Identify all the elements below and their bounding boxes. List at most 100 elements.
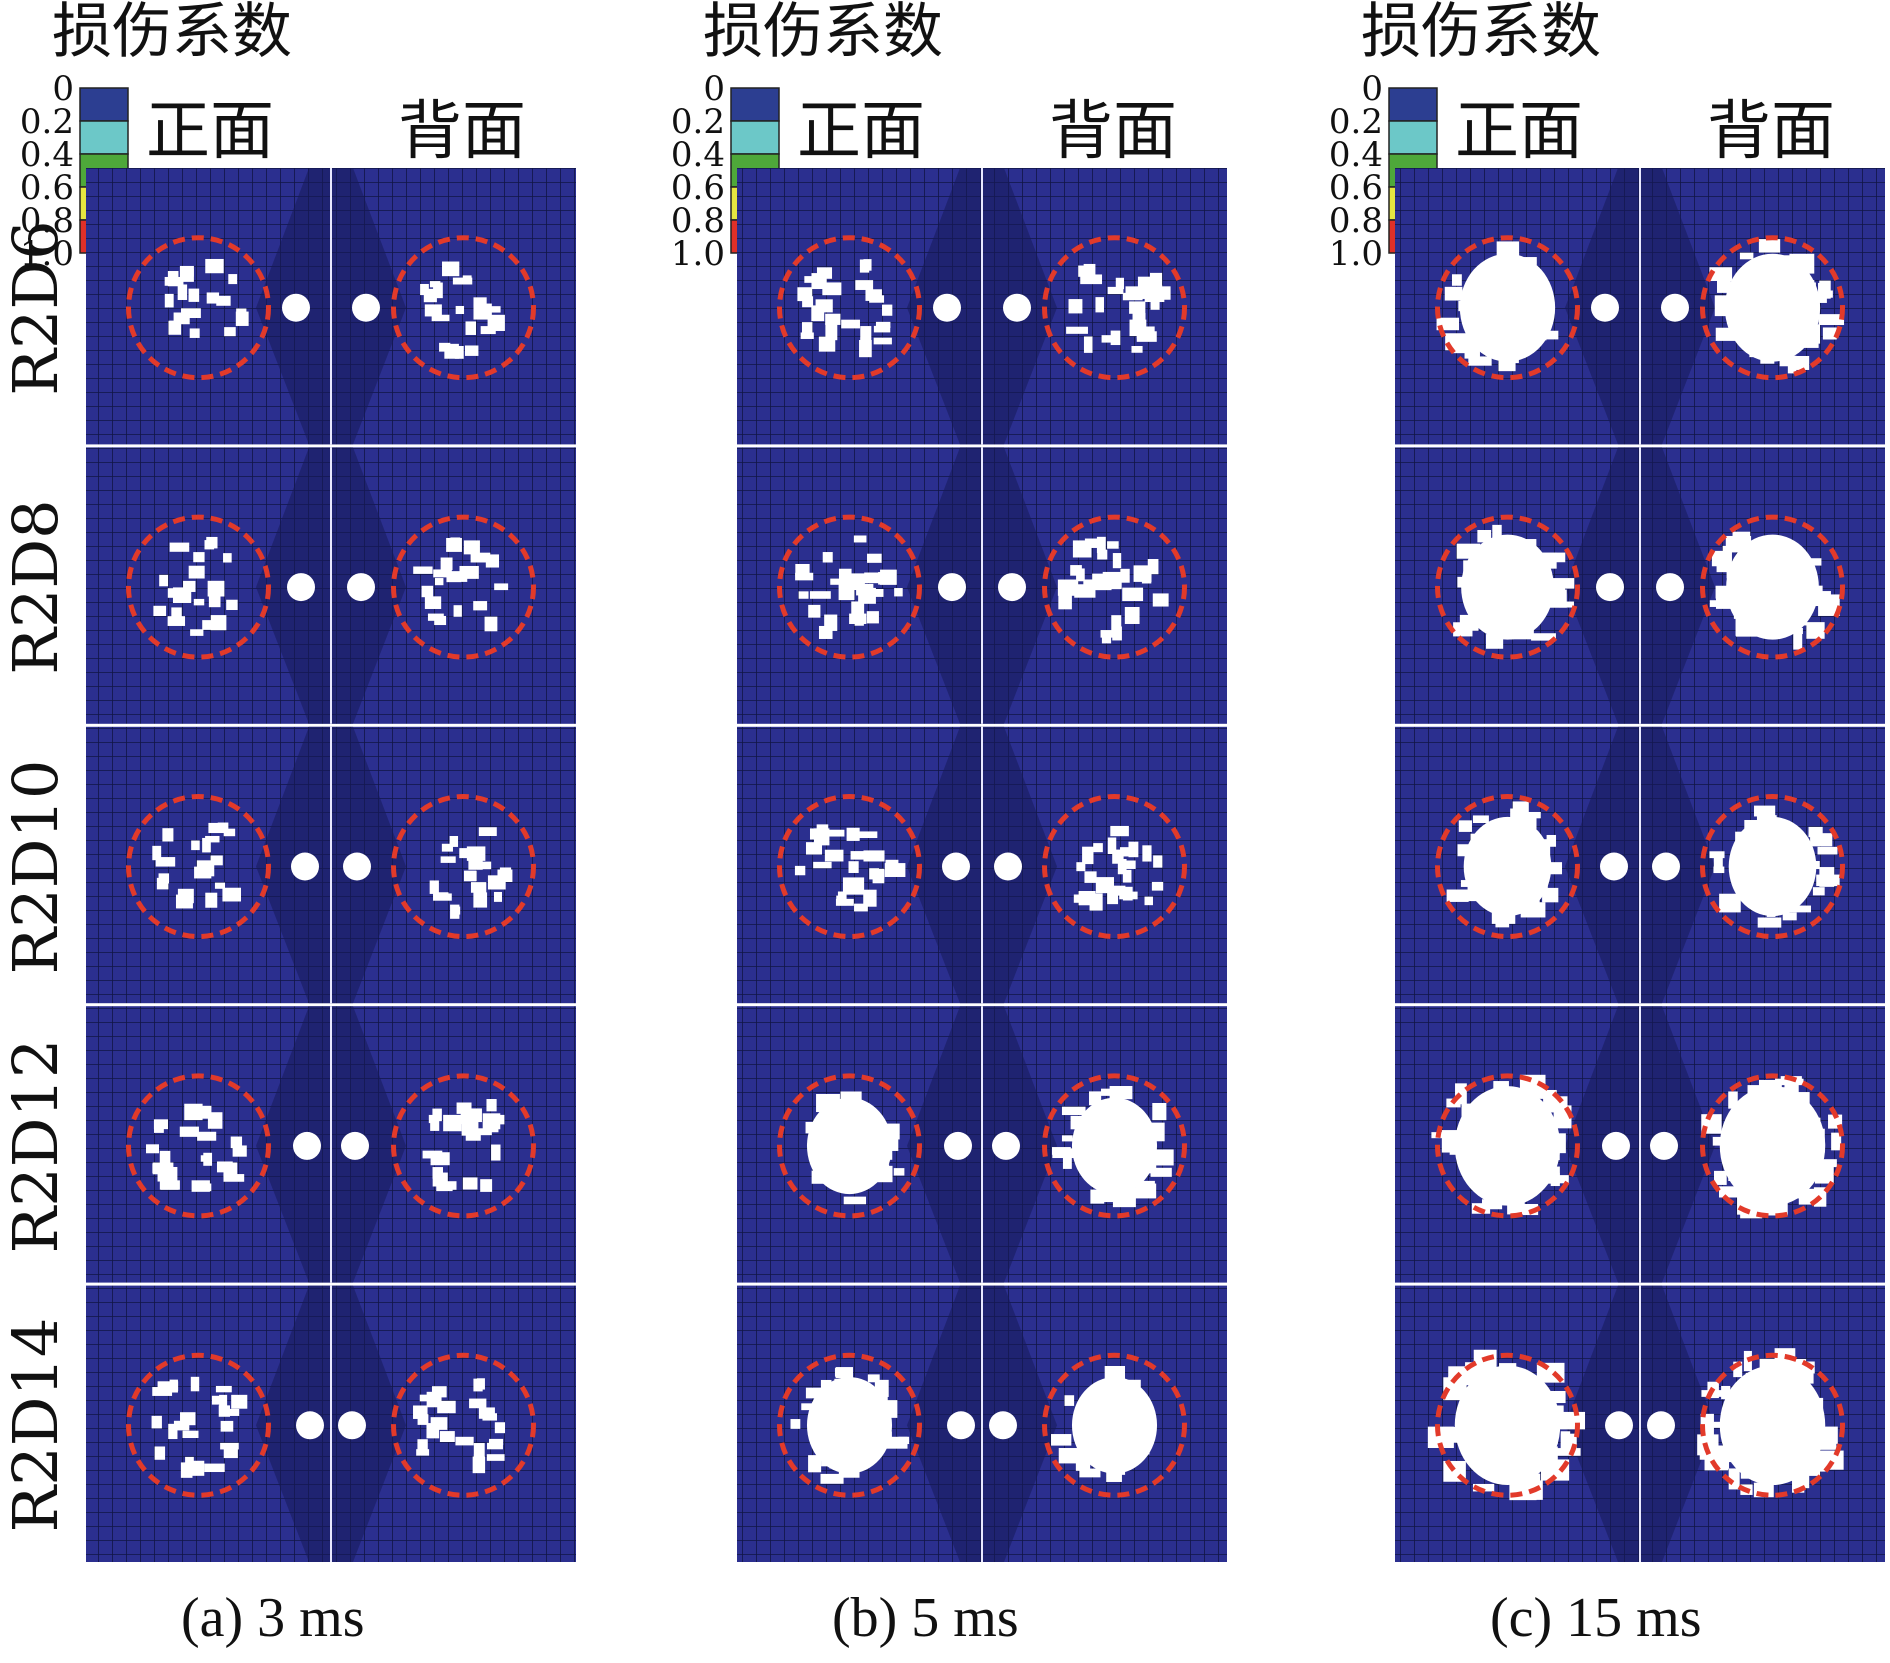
- damage-block: [1562, 1414, 1583, 1421]
- damage-block: [173, 1420, 190, 1431]
- borehole: [282, 293, 310, 322]
- damage-block: [1058, 591, 1072, 610]
- simulation-cell: [1395, 726, 1885, 1004]
- damage-block: [493, 891, 502, 902]
- blast-zone-circle: [777, 1352, 922, 1498]
- simulation-cell: [737, 1006, 1227, 1283]
- borehole: [1647, 1411, 1675, 1440]
- damage-block: [1058, 1448, 1080, 1464]
- damage-block: [867, 1374, 880, 1383]
- damage-block: [494, 1422, 506, 1434]
- damage-block: [1115, 277, 1124, 290]
- damage-block: [431, 314, 450, 322]
- damage-block: [1472, 1483, 1495, 1492]
- back-face-label: 背面: [1049, 95, 1177, 169]
- damage-block: [1712, 1421, 1725, 1428]
- damage-block: [1111, 615, 1122, 632]
- damage-block: [191, 840, 200, 851]
- damage-block: [894, 588, 903, 597]
- damage-block: [1153, 855, 1163, 868]
- damage-block: [171, 607, 182, 617]
- damage-block: [1556, 1175, 1569, 1184]
- damage-block: [878, 572, 896, 585]
- colorbar-tick-label: 0: [703, 69, 725, 109]
- damage-block: [465, 321, 477, 335]
- damage-block: [154, 1124, 164, 1133]
- damage-block: [453, 605, 462, 617]
- damage-block: [202, 620, 217, 630]
- damage-block: [216, 295, 231, 306]
- borehole: [1600, 852, 1628, 881]
- damage-block: [475, 1128, 492, 1136]
- damage-block: [1076, 862, 1086, 872]
- damage-block: [214, 882, 226, 889]
- colorbar-swatch: [79, 87, 129, 122]
- damage-block: [811, 273, 827, 290]
- colorbar-tick-label: 0.6: [1328, 168, 1383, 208]
- damage-block: [1709, 851, 1725, 859]
- damage-block: [798, 591, 809, 599]
- row-label: R2D6: [0, 220, 72, 396]
- borehole: [1656, 573, 1684, 602]
- simulation-cell: [737, 1285, 1227, 1562]
- damage-block: [1122, 292, 1143, 301]
- damage-block: [875, 321, 891, 329]
- damage-block: [220, 1442, 239, 1450]
- borehole: [1003, 293, 1031, 322]
- damage-block: [1427, 1426, 1454, 1448]
- damage-block: [207, 580, 225, 597]
- damage-block: [1477, 529, 1492, 543]
- damage-block: [160, 1181, 179, 1190]
- damage-block: [1092, 573, 1112, 591]
- front-face-label: 正面: [1455, 95, 1583, 169]
- damage-block: [464, 345, 479, 356]
- damage-block: [816, 824, 829, 839]
- front-face-label: 正面: [797, 95, 925, 169]
- damage-block: [1812, 887, 1825, 896]
- damage-block: [416, 1449, 430, 1456]
- damage-block: [1831, 1132, 1842, 1151]
- damage-block: [822, 282, 842, 296]
- damage-block: [1793, 632, 1803, 650]
- damage-block: [1451, 274, 1462, 286]
- damage-block: [462, 1177, 478, 1190]
- damage-block: [152, 1387, 173, 1396]
- damage-block: [197, 1105, 212, 1119]
- damage-block: [1775, 1078, 1804, 1085]
- damage-block: [1786, 905, 1811, 913]
- damage-block: [1107, 887, 1119, 905]
- damage-block: [190, 1376, 200, 1392]
- damage-block: [800, 332, 814, 339]
- damage-block: [190, 629, 204, 636]
- colorbar-title: 损伤系数: [1361, 0, 1601, 67]
- damage-block: [1542, 887, 1559, 903]
- damage-block: [1150, 296, 1160, 310]
- damage-block: [473, 297, 487, 308]
- damage-block: [459, 565, 479, 579]
- colorbar-tick-label: 0.8: [1328, 201, 1383, 241]
- damage-block: [229, 1408, 240, 1416]
- damage-block: [230, 1136, 243, 1149]
- damage-block: [867, 553, 882, 563]
- blast-zone-circle: [1700, 1073, 1845, 1219]
- damage-block: [802, 296, 814, 308]
- damage-block: [820, 1473, 844, 1484]
- damage-block: [849, 613, 867, 624]
- damage-block: [1064, 1395, 1075, 1406]
- damage-block: [1151, 881, 1164, 891]
- damage-block: [1819, 867, 1835, 887]
- damage-block: [462, 275, 472, 283]
- damage-block: [1101, 335, 1114, 343]
- damage-block: [188, 288, 200, 302]
- borehole: [287, 573, 315, 602]
- damage-block: [449, 836, 459, 847]
- damage-block: [1818, 314, 1845, 326]
- simulation-cell: [86, 1285, 576, 1562]
- damage-block: [167, 616, 186, 626]
- borehole: [938, 573, 966, 602]
- damage-block: [480, 1179, 493, 1192]
- damage-block: [1062, 1153, 1072, 1169]
- damage-block: [1451, 339, 1478, 354]
- damage-block: [1819, 1159, 1837, 1168]
- blast-zone-circle: [1435, 1073, 1580, 1219]
